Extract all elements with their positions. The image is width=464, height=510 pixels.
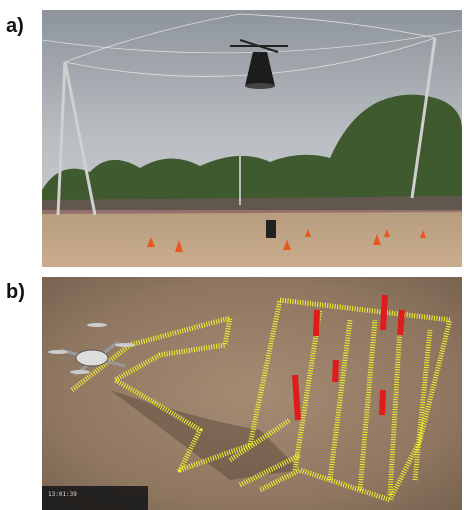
photo-field bbox=[42, 10, 462, 267]
figure: a) b) bbox=[0, 0, 464, 510]
panel-label: b) bbox=[6, 281, 25, 303]
page: a) b) bbox=[0, 0, 464, 510]
timestamp: 13:01:39 bbox=[48, 491, 77, 498]
flight-path-view: 13:01:39 bbox=[42, 277, 462, 510]
panel-label: a) bbox=[6, 15, 24, 37]
